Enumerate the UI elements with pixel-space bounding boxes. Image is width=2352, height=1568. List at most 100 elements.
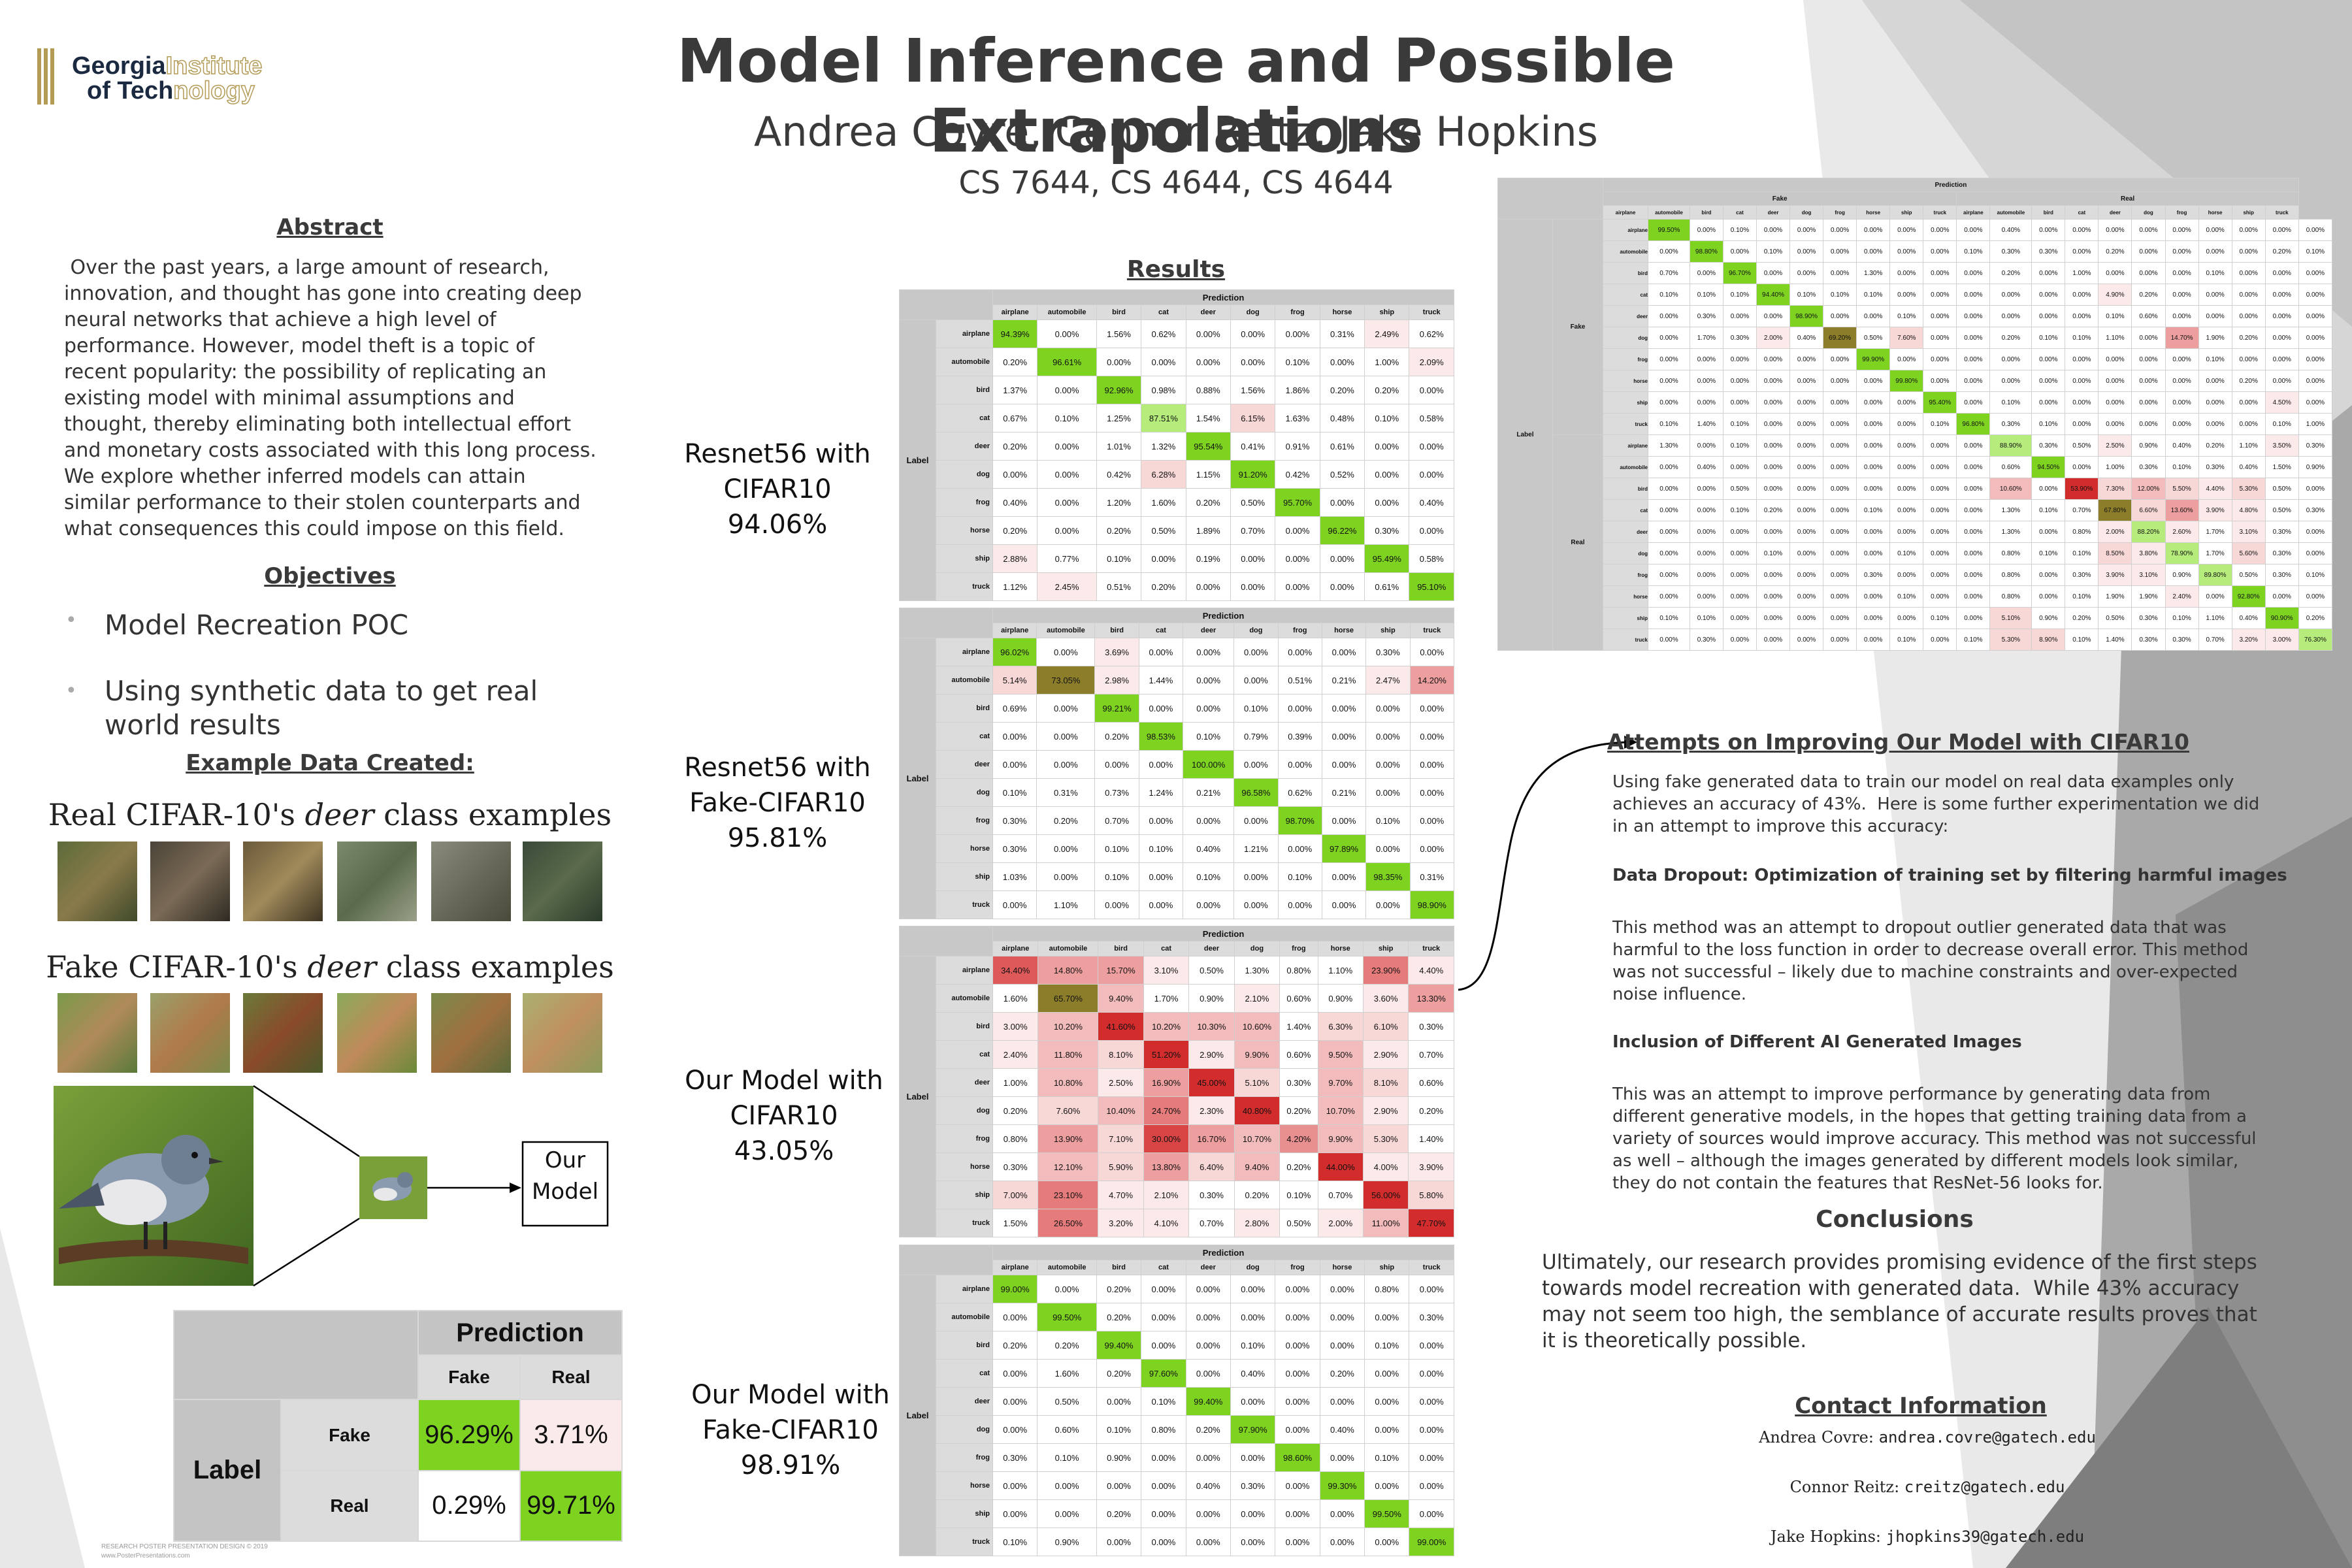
fr-matrix-cell: 0.00% (2231, 219, 2266, 241)
matrix-cell: 0.30% (992, 806, 1037, 835)
matrix-cell: 0.00% (1409, 1359, 1454, 1388)
fr-matrix-cell: 0.00% (2031, 370, 2066, 392)
fr-matrix-cell: 0.00% (2031, 348, 2066, 370)
fr-matrix-cell: 7.30% (2098, 478, 2132, 500)
fr-row-class-label: truck (1603, 629, 1648, 651)
fr-matrix-cell: 0.10% (1856, 499, 1891, 521)
fr-matrix-cell: 0.30% (1689, 629, 1723, 651)
attempts-intro-line: in an attempt to improve this accuracy: (1612, 817, 1949, 836)
row-class-label: bird (936, 1012, 993, 1041)
matrix-cell: 1.37% (992, 376, 1038, 404)
matrix-row: automobile 0.20% 96.61% 0.00% 0.00% 0.00% 0.00… (900, 348, 1454, 376)
fr-matrix-cell: 0.30% (2298, 434, 2333, 457)
fr-matrix-cell: 0.00% (1756, 478, 1791, 500)
abstract-body-line: existing model with minimal assumptions … (64, 387, 515, 410)
deer-thumbnail (243, 841, 323, 921)
matrix-cell: 1.56% (1096, 319, 1142, 348)
fr-matrix-cell: 0.00% (2198, 284, 2232, 306)
fr-matrix-cell: 0.00% (1923, 240, 1957, 263)
matrix-cell: 0.20% (1408, 1096, 1454, 1125)
attempts-p1-line: noise influence. (1612, 985, 1747, 1004)
fr-matrix-cell: 5.30% (2231, 478, 2266, 500)
fr-matrix-cell: 3.50% (2264, 434, 2299, 457)
matrix-cell: 97.60% (1141, 1359, 1186, 1388)
matrix-cell: 2.45% (1037, 572, 1097, 601)
fr-matrix-cell: 0.00% (1648, 240, 1690, 263)
fr-matrix-cell: 0.10% (2031, 413, 2066, 435)
matrix-cell: 0.00% (1364, 1303, 1410, 1331)
column-class-label: dog (1233, 623, 1279, 638)
fr-matrix-cell: 0.00% (2164, 391, 2199, 414)
matrix-row: Label airplane 34.40% 14.80% 15.70% 3.10% 0.50… (899, 956, 1454, 1237)
column-class-label: dog (1233, 941, 1281, 956)
fr-matrix-row: truck 0.10% 1.40% 0.10% 0.00% 0.00% 0.00% 0.00%… (1498, 413, 2333, 435)
fr-matrix-cell: 0.00% (1689, 521, 1723, 543)
label-header: Label (899, 1275, 936, 1556)
matrix-cell: 0.31% (1319, 319, 1365, 348)
matrix-cell: 0.20% (1096, 1275, 1142, 1303)
fr-matrix-cell: 0.00% (2098, 348, 2132, 370)
fr-matrix-cell: 0.30% (2131, 607, 2166, 629)
fr-matrix-row: deer 0.00% 0.30% 0.00% 0.00% 98.90% 0.00% 0.00%… (1498, 305, 2333, 327)
matrix-row: cat 0.67% 0.10% 1.25% 87.51% 1.54% 6.15% 1.63% 0… (900, 404, 1454, 433)
fr-matrix-cell: 0.20% (2231, 370, 2266, 392)
fr-matrix-cell: 0.00% (1856, 391, 1891, 414)
fr-column-class-label: cat (1722, 205, 1757, 220)
matrix-row: bird 3.00% 10.20% 41.60% 10.20% 10.30% 10.60% 1… (900, 1012, 1454, 1041)
matrix-row: frog 0.40% 0.00% 1.20% 1.60% 0.20% 0.50% 95.70%… (900, 488, 1454, 517)
fr-column-class-label: airplane (1603, 205, 1648, 220)
matrix-label-1: Resnet56 with CIFAR10 94.06% (684, 439, 871, 540)
fr-matrix-cell: 0.70% (2198, 629, 2232, 651)
fr-matrix-cell: 0.00% (2131, 370, 2166, 392)
deer-thumbnail (337, 993, 417, 1073)
fr-matrix-cell: 0.00% (1823, 585, 1857, 608)
abstract-body-line: similar performance to their stolen coun… (64, 491, 581, 514)
matrix-cell: 1.60% (992, 984, 1039, 1013)
matrix-cell: 10.30% (1188, 1012, 1235, 1041)
matrix-cell: 0.00% (1277, 638, 1322, 666)
matrix-cell: 0.10% (1277, 862, 1322, 891)
fr-column-class-label: truck (1923, 205, 1957, 220)
matrix-cell: 87.51% (1141, 404, 1186, 433)
fr-matrix-cell: 0.00% (1856, 542, 1891, 564)
fr-matrix-row: ship 0.10% 0.10% 0.00% 0.00% 0.00% 0.00% 0.00% 0… (1498, 607, 2333, 629)
matrix-cell: 0.00% (1185, 1331, 1231, 1360)
matrix-cell: 0.00% (1321, 890, 1367, 919)
matrix-cell: 95.54% (1185, 432, 1231, 461)
column-class-label: horse (1321, 623, 1367, 638)
fr-matrix-cell: 0.00% (1823, 370, 1857, 392)
matrix-cell: 3.69% (1094, 638, 1139, 666)
row-class-label: ship (936, 862, 993, 891)
matrix-cell: 0.77% (1037, 544, 1097, 573)
matrix-cell: 0.20% (1364, 376, 1410, 404)
matrix-cell: 0.00% (1409, 806, 1455, 835)
matrix-cell: 0.00% (1141, 1527, 1186, 1556)
fr-matrix-cell: 67.80% (2098, 499, 2132, 521)
matrix-cell: 96.58% (1233, 778, 1279, 807)
matrix-cell: 0.00% (1275, 516, 1320, 545)
matrix-cell: 95.49% (1364, 544, 1410, 573)
fr-matrix-cell: 0.30% (2264, 521, 2299, 543)
fr-matrix-cell: 3.00% (2264, 629, 2299, 651)
attempts-p1-line: was not successful – likely due to machi… (1612, 962, 2238, 982)
matrix-cell: 2.10% (1143, 1181, 1190, 1209)
fr-matrix-cell: 0.10% (1889, 542, 1924, 564)
matrix-cell: 4.20% (1279, 1124, 1318, 1153)
matrix-cell: 96.61% (1037, 348, 1097, 376)
fr-matrix-cell: 0.00% (1889, 391, 1924, 414)
matrix-cell: 9.90% (1317, 1124, 1364, 1153)
attempts-intro-line: Using fake generated data to train our m… (1612, 772, 2234, 792)
fr-matrix-cell: 0.00% (2031, 305, 2066, 327)
matrix-cell: 40.80% (1233, 1096, 1281, 1125)
fr-matrix-cell: 0.00% (1889, 607, 1924, 629)
fr-matrix-cell: 0.10% (1722, 499, 1757, 521)
fr-matrix-cell: 69.20% (1823, 327, 1857, 349)
row-class-label: truck (936, 572, 993, 601)
fr-matrix-cell: 1.70% (2198, 521, 2232, 543)
matrix-cell: 0.20% (1319, 1359, 1365, 1388)
matrix-row: bird 1.37% 0.00% 92.96% 0.98% 0.88% 1.56% 1.86%… (900, 376, 1454, 404)
matrix-cell: 0.67% (992, 404, 1038, 433)
fr-matrix-cell: 0.00% (1722, 629, 1757, 651)
matrix-cell: 99.40% (1096, 1331, 1142, 1360)
matrix-cell: 0.31% (1036, 778, 1096, 807)
